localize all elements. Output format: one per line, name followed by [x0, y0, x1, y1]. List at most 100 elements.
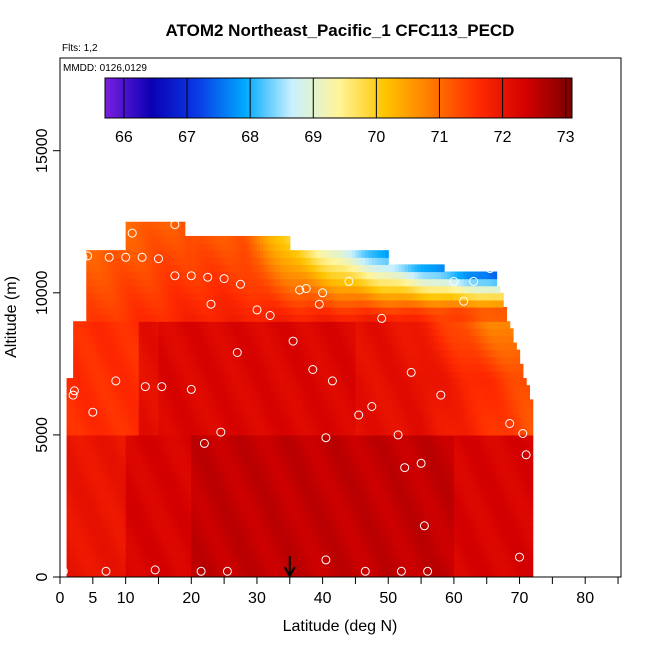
heatmap-cell — [316, 470, 320, 479]
heatmap-cell — [237, 271, 242, 280]
heatmap-cell — [105, 307, 110, 315]
heatmap-cell — [309, 285, 314, 294]
heatmap-cell — [112, 250, 117, 258]
heatmap-cell — [138, 541, 143, 550]
heatmap-cell — [325, 491, 330, 500]
heatmap-cell — [247, 342, 251, 351]
heatmap-cell — [99, 548, 104, 557]
heatmap-cell — [145, 363, 150, 372]
heatmap-cell — [86, 477, 91, 486]
heatmap-cell — [404, 463, 409, 472]
heatmap-cell — [316, 527, 320, 535]
heatmap-cell — [319, 456, 324, 464]
heatmap-cell — [342, 442, 347, 450]
heatmap-cell — [155, 527, 160, 535]
heatmap-cell — [230, 498, 235, 507]
heatmap-cell — [388, 505, 393, 514]
heatmap-cell — [125, 491, 130, 500]
heatmap-cell — [145, 385, 150, 393]
heatmap-cell — [92, 328, 97, 337]
heatmap-cell — [237, 250, 242, 258]
heatmap-cell — [165, 527, 169, 535]
heatmap-cell — [165, 243, 169, 251]
heatmap-cell — [105, 370, 110, 379]
heatmap-cell — [109, 505, 114, 514]
heatmap-cell — [165, 548, 169, 557]
heatmap-cell — [348, 363, 353, 372]
heatmap-cell — [92, 498, 97, 507]
heatmap-cell — [253, 278, 258, 287]
heatmap-cell — [345, 477, 350, 486]
heatmap-cell — [398, 307, 402, 315]
heatmap-cell — [355, 257, 360, 265]
heatmap-cell — [115, 484, 120, 493]
heatmap-cell — [66, 513, 71, 521]
heatmap-cell — [119, 420, 123, 429]
heatmap-cell — [165, 342, 169, 351]
heatmap-cell — [158, 342, 163, 351]
heatmap-cell — [378, 505, 383, 514]
heatmap-cell — [194, 534, 199, 543]
heatmap-cell — [138, 513, 143, 521]
heatmap-cell — [184, 321, 189, 329]
heatmap-cell — [378, 314, 383, 322]
heatmap-cell — [174, 420, 179, 429]
heatmap-cell — [171, 378, 176, 386]
heatmap-cell — [161, 250, 166, 258]
heatmap-cell — [145, 548, 150, 557]
heatmap-cell — [325, 513, 330, 521]
heatmap-cell — [371, 456, 376, 464]
heatmap-cell — [388, 314, 393, 322]
heatmap-cell — [348, 470, 353, 479]
heatmap-cell — [332, 307, 337, 315]
heatmap-cell — [224, 264, 229, 273]
heatmap-cell — [381, 484, 386, 493]
heatmap-cell — [299, 498, 304, 507]
heatmap-cell — [237, 470, 242, 479]
heatmap-cell — [230, 235, 235, 244]
heatmap-cell — [329, 562, 334, 571]
heatmap-cell — [286, 321, 291, 329]
heatmap-cell — [132, 314, 137, 322]
heatmap-cell — [233, 257, 238, 265]
heatmap-cell — [411, 356, 416, 365]
heatmap-cell — [171, 235, 176, 244]
heatmap-cell — [312, 321, 317, 329]
heatmap-cell — [273, 420, 278, 429]
heatmap-cell — [293, 520, 297, 528]
heatmap-cell — [388, 434, 393, 443]
heatmap-cell — [352, 513, 357, 521]
heatmap-cell — [375, 541, 379, 550]
heatmap-cell — [273, 505, 278, 514]
heatmap-cell — [132, 285, 137, 294]
heatmap-cell — [132, 541, 137, 550]
heatmap-cell — [247, 520, 251, 528]
heatmap-cell — [329, 392, 334, 400]
heatmap-cell — [342, 342, 347, 351]
heatmap-cell — [279, 434, 284, 443]
heatmap-cell — [105, 477, 110, 486]
heatmap-cell — [132, 335, 137, 344]
heatmap-cell — [79, 399, 84, 408]
heatmap-cell — [365, 250, 370, 258]
heatmap-cell — [312, 555, 317, 564]
heatmap-cell — [217, 420, 222, 429]
heatmap-cell — [99, 271, 104, 280]
heatmap-cell — [325, 498, 330, 507]
heatmap-cell — [174, 243, 179, 251]
heatmap-cell — [115, 555, 120, 564]
heatmap-cell — [270, 235, 274, 244]
heatmap-cell — [250, 484, 255, 493]
heatmap-cell — [230, 399, 235, 408]
heatmap-cell — [243, 235, 248, 244]
heatmap-cell — [296, 335, 301, 344]
heatmap-cell — [352, 534, 357, 543]
heatmap-cell — [76, 477, 81, 486]
flights-label: Flts: 1,2 — [62, 43, 98, 54]
heatmap-cell — [289, 456, 294, 464]
heatmap-cell — [401, 463, 406, 472]
heatmap-cell — [384, 370, 389, 379]
heatmap-cell — [378, 363, 383, 372]
heatmap-cell — [237, 314, 242, 322]
heatmap-cell — [128, 449, 133, 457]
